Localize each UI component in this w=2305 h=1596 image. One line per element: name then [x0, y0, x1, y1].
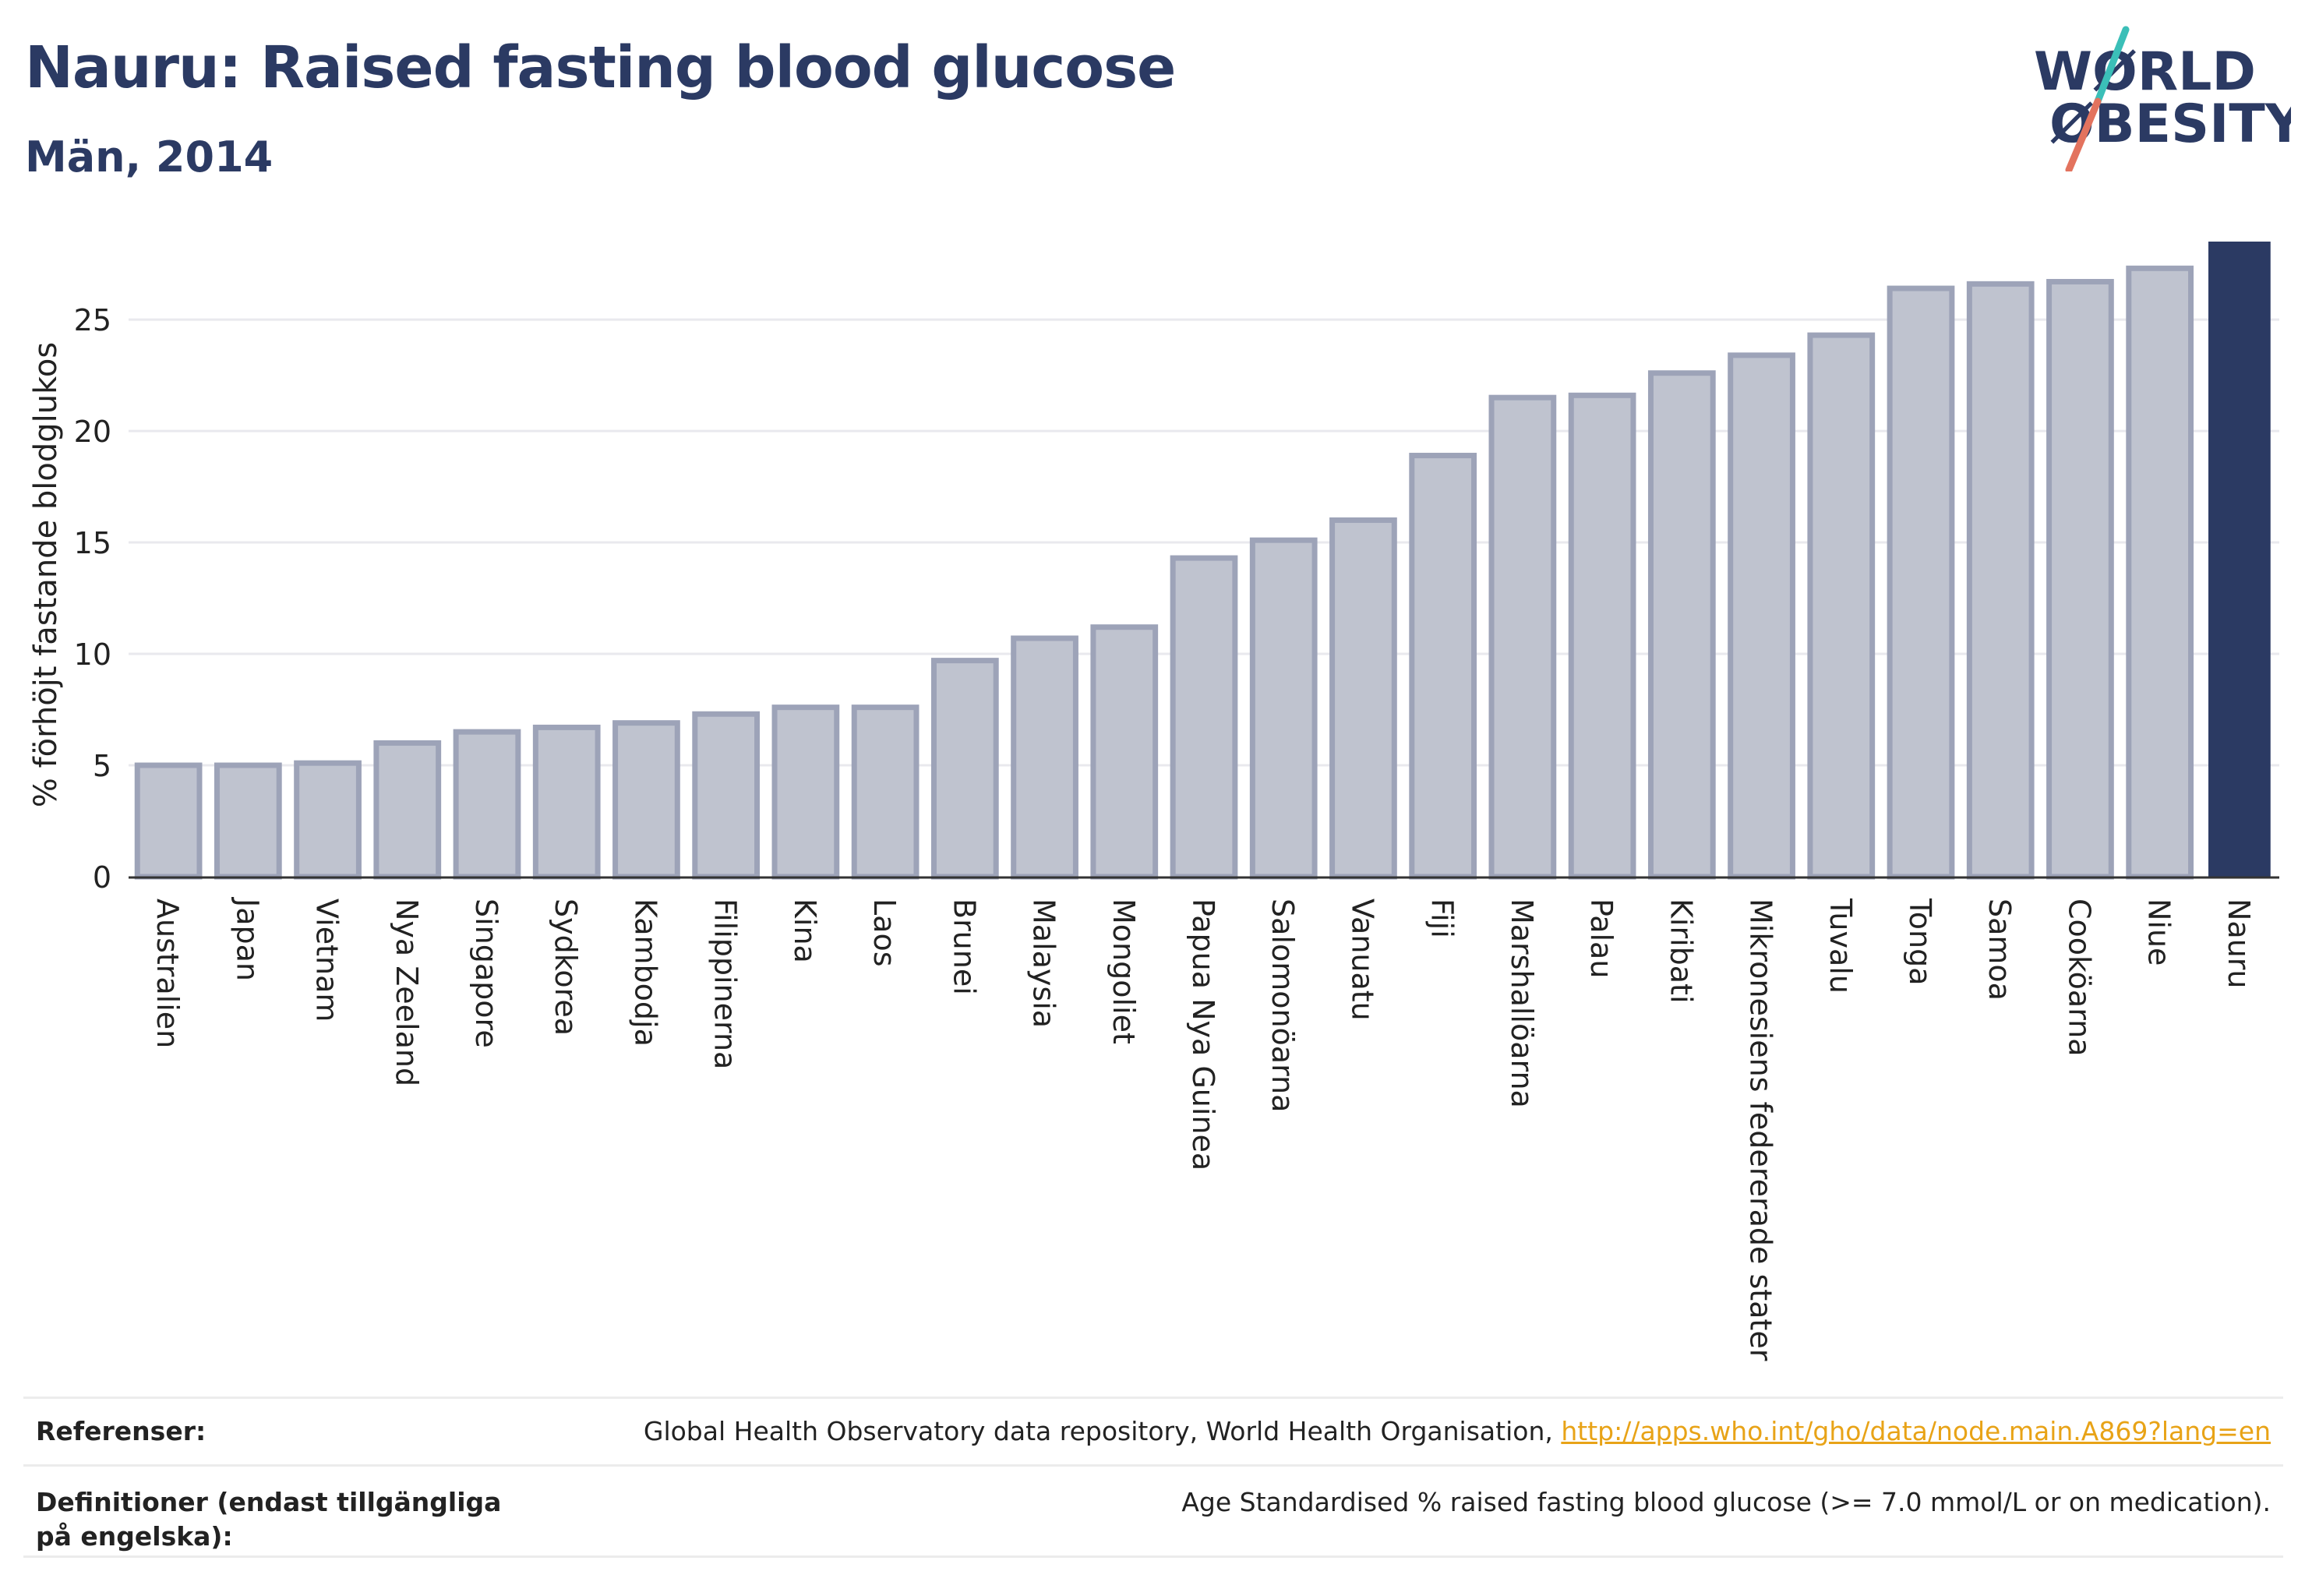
bar-vanuatu — [1329, 517, 1397, 880]
bar-nya-zeeland — [373, 740, 442, 880]
page-subtitle: Män, 2014 — [25, 132, 274, 182]
x-tick-label: Filippinerna — [708, 899, 743, 1069]
logo-slash-bottom — [2065, 97, 2102, 171]
x-tick-label: Salomonöarna — [1265, 899, 1300, 1112]
x-tick-label: Tuvalu — [1823, 898, 1858, 994]
y-tick-label: 10 — [74, 637, 111, 672]
bar-samoa — [1966, 281, 2035, 880]
bar-singapore — [453, 729, 521, 880]
x-tick-label: Samoa — [1982, 899, 2017, 1001]
x-axis-labels: Australien Japan Vietnam Nya Zeeland Singapo… — [150, 897, 2256, 1361]
x-tick-label: Japan — [230, 897, 264, 981]
bar-nauru — [2208, 242, 2271, 877]
bar-filippinerna — [692, 711, 761, 880]
y-tick-label: 15 — [74, 526, 111, 560]
x-tick-label: Tonga — [1903, 898, 1937, 986]
page-title: Nauru: Raised fasting blood glucose — [25, 34, 1176, 101]
bar-laos — [851, 704, 920, 880]
references-row: Referenser: Global Health Observatory da… — [23, 1396, 2283, 1464]
x-tick-label: Vietnam — [310, 899, 344, 1022]
x-tick-label: Niue — [2142, 899, 2176, 966]
x-tick-label: Nya Zeeland — [390, 899, 424, 1086]
bar-mikronesiens-federerade-stater — [1728, 352, 1795, 880]
definitions-row: Definitioner (endast tillgängliga på eng… — [23, 1464, 2283, 1558]
x-tick-label: Vanuatu — [1345, 899, 1379, 1021]
bar-tonga — [1887, 285, 1955, 880]
x-tick-label: Kiribati — [1664, 899, 1698, 1004]
footer: Referenser: Global Health Observatory da… — [23, 1396, 2283, 1558]
references-text: Global Health Observatory data repositor… — [643, 1416, 1562, 1446]
y-tick-label: 5 — [93, 749, 111, 783]
bar-brunei — [930, 658, 999, 880]
bar-sydkorea — [532, 724, 601, 880]
y-axis-label: % förhöjt fastande blodglukos — [28, 342, 64, 807]
bar-kiribati — [1647, 370, 1716, 880]
bars — [134, 242, 2271, 880]
y-tick-label: 20 — [74, 415, 111, 449]
definitions-label: Definitioner (endast tillgängliga på eng… — [36, 1487, 502, 1552]
bar-marshallöarna — [1488, 394, 1557, 880]
y-axis-ticks: 0 5 10 15 20 25 — [74, 303, 111, 895]
definitions-value: Age Standardised % raised fasting blood … — [1181, 1487, 2271, 1517]
bar-papua-nya-guinea — [1170, 555, 1238, 880]
bar-niue — [2126, 265, 2194, 880]
bar-cooköarna — [2046, 278, 2114, 880]
world-obesity-logo: WØRLD ØBESITY — [2034, 26, 2291, 171]
logo-slash-top — [2094, 26, 2130, 105]
bar-tuvalu — [1807, 332, 1876, 880]
x-tick-label: Nauru — [2222, 899, 2256, 989]
bar-chart: 0 5 10 15 20 25 Australien Japan Vietnam Nya Zee… — [28, 242, 2279, 1361]
references-link[interactable]: http://apps.who.int/gho/data/node.main.A… — [1561, 1416, 2271, 1446]
x-tick-label: Palau — [1584, 899, 1618, 978]
x-tick-label: Cooköarna — [2062, 899, 2096, 1057]
references-value: Global Health Observatory data repositor… — [644, 1414, 2283, 1449]
x-tick-label: Mikronesiens federerade stater — [1744, 899, 1778, 1361]
logo-line-1: WØRLD — [2034, 41, 2256, 103]
y-tick-label: 0 — [93, 860, 111, 895]
x-tick-label: Marshallöarna — [1505, 899, 1539, 1108]
bar-kina — [771, 704, 840, 880]
bar-australien — [134, 762, 203, 880]
bar-palau — [1568, 392, 1636, 880]
x-tick-label: Kina — [788, 899, 822, 963]
x-tick-label: Singapore — [469, 899, 503, 1048]
bar-malaysia — [1011, 635, 1078, 880]
bar-kambodja — [612, 720, 680, 880]
x-tick-label: Fiji — [1425, 899, 1460, 938]
bar-vietnam — [294, 760, 362, 880]
x-tick-label: Laos — [867, 899, 902, 967]
x-tick-label: Malaysia — [1027, 899, 1061, 1028]
y-tick-label: 25 — [74, 303, 111, 337]
x-tick-label: Brunei — [947, 899, 981, 995]
references-label: Referenser: — [36, 1416, 206, 1446]
x-tick-label: Mongoliet — [1107, 899, 1141, 1044]
bar-fiji — [1409, 453, 1477, 880]
x-tick-label: Australien — [150, 899, 185, 1048]
x-tick-label: Kambodja — [628, 899, 662, 1047]
bar-japan — [214, 762, 282, 880]
x-tick-label: Papua Nya Guinea — [1186, 899, 1220, 1171]
x-tick-label: Sydkorea — [549, 899, 583, 1036]
bar-salomonöarna — [1249, 537, 1318, 880]
bar-mongoliet — [1090, 624, 1159, 880]
